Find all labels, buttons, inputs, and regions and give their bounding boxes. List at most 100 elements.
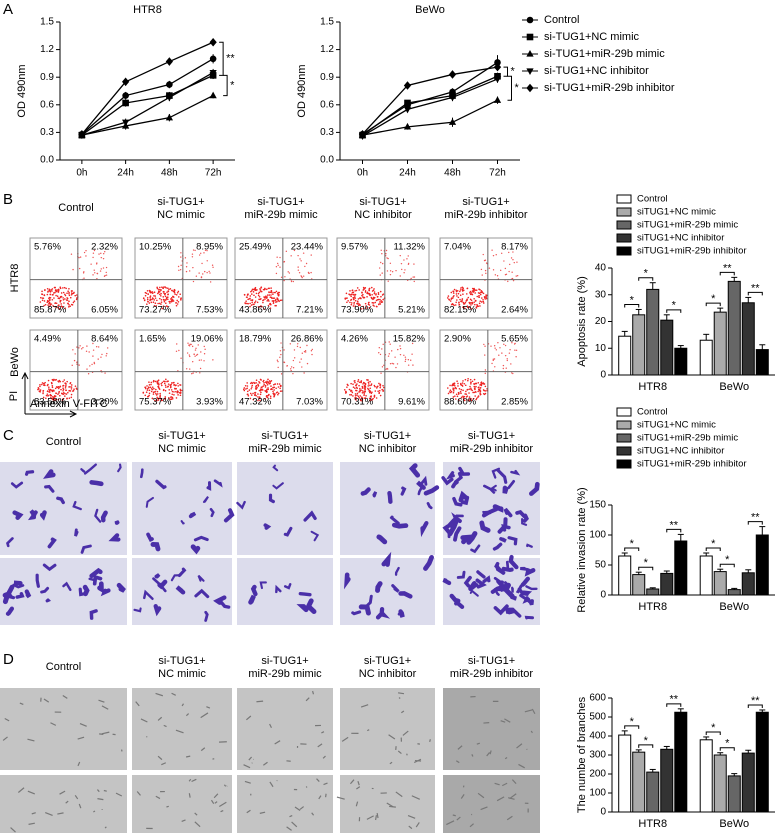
cell-event — [344, 298, 347, 300]
cell-event — [203, 353, 206, 355]
legend-label: siTUG1+miR-29b inhibitor — [637, 459, 747, 470]
cell-event — [481, 274, 483, 276]
stained-cell — [451, 512, 462, 524]
cell-event — [70, 293, 73, 296]
cell-event — [478, 302, 481, 305]
tube-branch — [185, 713, 190, 717]
cell-event — [297, 266, 299, 268]
cell-event — [271, 297, 273, 300]
stained-cell — [400, 486, 407, 496]
stained-cell — [150, 542, 161, 552]
stained-cell — [194, 588, 210, 599]
y-tick-label: 0.3 — [40, 127, 54, 138]
legend-label: siTUG1+miR-29b mimic — [637, 433, 738, 444]
cell-event — [410, 359, 412, 361]
series-line — [81, 72, 214, 136]
tube-branch — [175, 729, 184, 734]
cell-event — [60, 305, 63, 308]
cell-event — [245, 302, 248, 305]
cell-event — [101, 353, 103, 356]
cell-event — [56, 289, 58, 291]
tube-branch — [206, 706, 211, 709]
cell-event — [483, 296, 486, 299]
cell-event — [246, 382, 248, 384]
cell-event — [65, 389, 68, 392]
cell-event — [78, 267, 81, 270]
cell-event — [247, 298, 249, 301]
image-background — [340, 462, 435, 555]
x-tick-label: 48h — [444, 168, 461, 179]
cell-event — [153, 291, 156, 294]
cell-event — [456, 380, 458, 383]
tube-branch — [188, 778, 192, 782]
cell-event — [195, 354, 198, 356]
cell-event — [359, 395, 362, 397]
tube-branch — [341, 736, 349, 742]
cell-event — [164, 396, 167, 398]
cell-event — [54, 387, 57, 390]
cell-event — [465, 293, 468, 295]
stained-cell — [2, 584, 15, 598]
cell-event — [355, 384, 357, 386]
cell-event — [369, 387, 372, 390]
significance-label: ** — [669, 694, 678, 706]
cell-event — [92, 252, 95, 254]
cell-event — [46, 390, 49, 392]
cell-event — [62, 389, 64, 392]
cell-event — [44, 289, 46, 292]
tube-branch — [360, 704, 369, 708]
cell-event — [187, 342, 189, 344]
cell-event — [56, 306, 59, 309]
micrograph — [132, 775, 232, 833]
cell-event — [382, 343, 384, 346]
cell-event — [499, 269, 502, 272]
stained-cell — [143, 589, 154, 600]
cell-event — [473, 301, 475, 304]
cell-event — [450, 390, 453, 393]
cell-event — [277, 299, 280, 302]
cell-event — [104, 250, 106, 253]
tube-branch — [480, 806, 488, 811]
cell-event — [251, 301, 253, 304]
cell-event — [404, 356, 407, 358]
cell-event — [246, 385, 249, 387]
tube-branch — [248, 756, 253, 761]
cell-event — [158, 388, 161, 390]
cell-event — [479, 384, 481, 386]
stained-cell — [360, 487, 371, 496]
column-label: miR-29b mimic — [244, 209, 318, 221]
stained-cell — [460, 495, 470, 506]
cell-event — [168, 392, 171, 394]
stained-cell — [423, 555, 434, 571]
significance-bracket — [638, 277, 654, 281]
cell-event — [299, 346, 301, 349]
cell-event — [280, 342, 282, 344]
cell-event — [177, 265, 180, 268]
cell-event — [41, 290, 43, 293]
marker — [448, 94, 457, 102]
cell-event — [373, 288, 375, 290]
cell-event — [164, 389, 167, 392]
cell-event — [350, 295, 352, 298]
stained-cell — [502, 582, 515, 599]
cell-event — [470, 399, 473, 402]
stained-cell — [175, 585, 186, 595]
cell-event — [461, 288, 464, 291]
tube-branch — [429, 739, 431, 743]
tube-branch — [43, 698, 50, 703]
cell-event — [372, 289, 375, 292]
cell-event — [52, 396, 55, 399]
quadrant-value: 9.61% — [398, 397, 425, 408]
cell-event — [86, 345, 88, 347]
cell-event — [497, 342, 499, 344]
cell-event — [54, 306, 57, 308]
cell-event — [258, 291, 261, 294]
bar — [699, 739, 713, 813]
cell-event — [188, 345, 191, 347]
cell-event — [156, 381, 159, 384]
significance-bracket — [719, 747, 735, 751]
cell-event — [305, 262, 308, 265]
stained-cell — [501, 566, 514, 573]
stained-cell — [236, 500, 246, 510]
cell-event — [62, 287, 64, 289]
